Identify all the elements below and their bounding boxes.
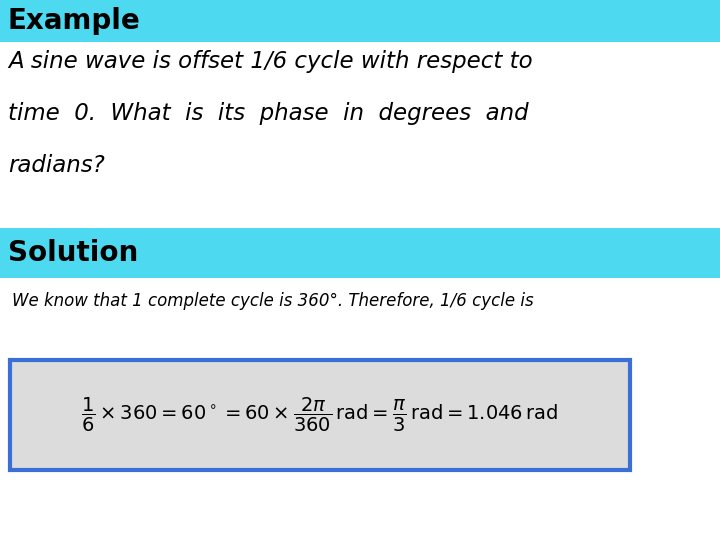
Text: Solution: Solution <box>8 239 138 267</box>
Bar <box>0 0 720 42</box>
Bar <box>10 360 630 470</box>
Text: Example: Example <box>8 7 140 35</box>
Text: time  0.  What  is  its  phase  in  degrees  and: time 0. What is its phase in degrees and <box>8 102 528 125</box>
Bar <box>0 228 720 278</box>
Text: $\dfrac{1}{6} \times 360 = 60^\circ = 60 \times \dfrac{2\pi}{360}\,\mathrm{rad} : $\dfrac{1}{6} \times 360 = 60^\circ = 60… <box>81 396 559 434</box>
Text: A sine wave is offset 1/6 cycle with respect to: A sine wave is offset 1/6 cycle with res… <box>8 50 533 73</box>
Text: radians?: radians? <box>8 154 104 177</box>
Text: We know that 1 complete cycle is 360°. Therefore, 1/6 cycle is: We know that 1 complete cycle is 360°. T… <box>12 292 534 310</box>
